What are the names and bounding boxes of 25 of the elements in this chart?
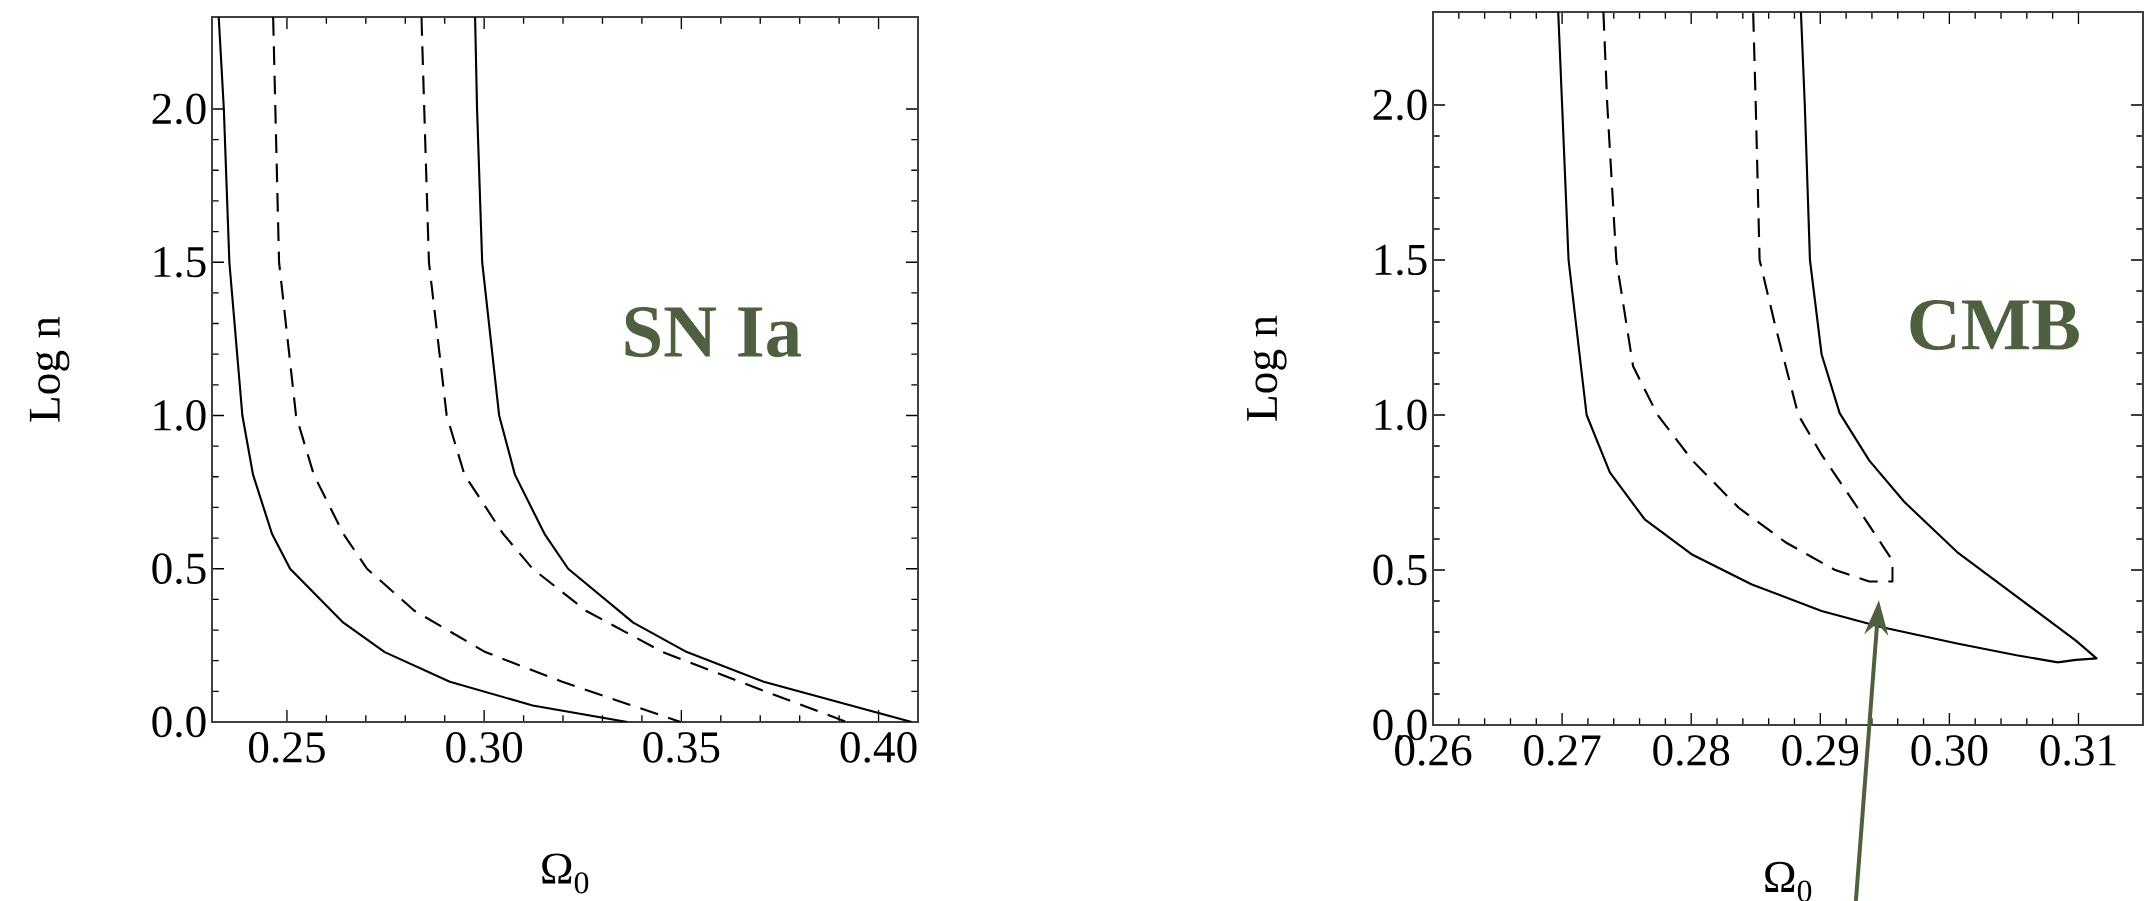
y-tick-label: 0.5 (1373, 554, 1427, 586)
x-tick-label: 0.27 (1524, 735, 1601, 766)
y-tick-label: 2.0 (152, 93, 206, 125)
x-tick-label: 0.28 (1653, 735, 1730, 766)
x-axis-title: Ω$_{0}$ (542, 853, 589, 894)
x-tick-label: 0.29 (1782, 735, 1859, 766)
x-axis-title: Ω$_{0}$ (1765, 861, 1812, 901)
x-tick-label: 0.30 (446, 732, 523, 763)
y-axis-title: Log n (1247, 315, 1287, 421)
annotation: SN Ia (625, 307, 801, 358)
line-series (1602, 12, 1894, 583)
x-tick-label: 0.35 (643, 732, 720, 763)
y-tick-label: 0.5 (152, 553, 206, 585)
x-tick-label: 0.40 (840, 732, 917, 763)
y-tick-label: 1.5 (154, 246, 206, 278)
y-tick-label: 1.0 (1375, 399, 1427, 431)
x-tick-label: 0.30 (1911, 735, 1988, 766)
y-tick-label: 2.0 (1373, 89, 1427, 121)
y-axis-title: Log n (29, 316, 70, 422)
x-tick-label: 0.25 (249, 732, 325, 763)
x-tick-label: 0.31 (2040, 735, 2116, 766)
y-tick-label: 0.0 (152, 706, 206, 738)
y-tick-label: 1.0 (154, 400, 206, 431)
y-tick-label: 1.5 (1375, 244, 1427, 276)
annotation: CMB (1910, 299, 2079, 351)
